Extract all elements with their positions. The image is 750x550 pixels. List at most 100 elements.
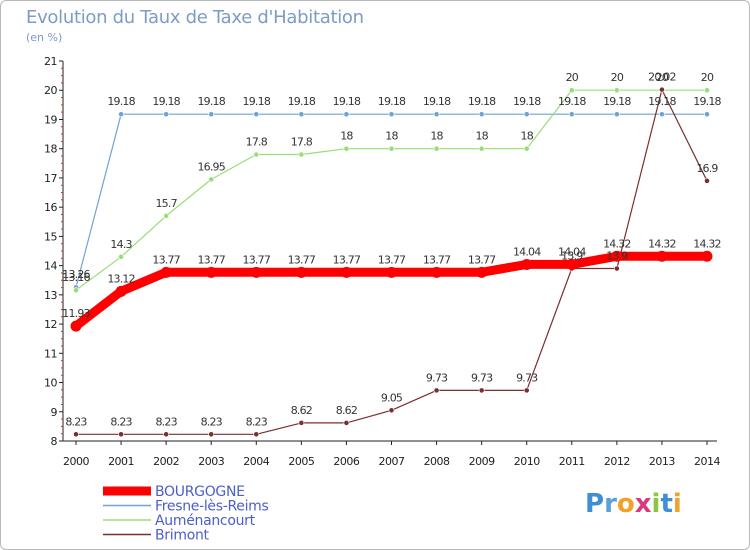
data-point xyxy=(208,111,215,118)
data-point xyxy=(478,145,485,152)
data-point xyxy=(613,265,620,272)
data-label: 9.73 xyxy=(516,371,538,384)
x-tick-label: 2013 xyxy=(649,455,675,468)
data-label: 14.04 xyxy=(558,245,586,258)
data-point xyxy=(160,266,172,278)
x-tick-label: 2001 xyxy=(108,455,134,468)
data-label: 8.62 xyxy=(291,404,312,417)
data-point xyxy=(298,419,305,426)
data-label: 13.77 xyxy=(333,253,361,266)
data-label: 13.77 xyxy=(378,253,406,266)
data-point xyxy=(298,111,305,118)
data-label: 19.18 xyxy=(558,95,586,108)
data-point xyxy=(386,266,397,278)
x-tick-label: 2014 xyxy=(694,455,720,468)
data-point xyxy=(343,111,350,118)
data-point xyxy=(343,419,350,426)
data-point xyxy=(118,111,124,118)
series-line xyxy=(71,251,712,331)
data-label: 19.18 xyxy=(513,95,541,108)
logo-letter: o xyxy=(616,489,635,519)
y-tick-label: 8 xyxy=(51,435,58,448)
data-point xyxy=(163,111,170,118)
data-point xyxy=(295,266,307,278)
data-label: 14.04 xyxy=(513,245,541,258)
data-point xyxy=(704,87,710,94)
y-tick-label: 11 xyxy=(44,347,57,360)
y-tick-label: 16 xyxy=(44,201,57,214)
series-0 xyxy=(70,250,713,332)
data-label: 13.77 xyxy=(468,253,496,266)
data-label: 19.18 xyxy=(107,95,135,108)
data-point xyxy=(659,86,665,93)
data-label: 17.8 xyxy=(291,136,313,149)
x-tick-label: 2007 xyxy=(379,455,405,468)
x-tick-label: 2012 xyxy=(604,455,630,468)
x-tick-label: 2003 xyxy=(198,455,224,468)
data-label: 11.93 xyxy=(62,307,90,320)
data-label: 16.9 xyxy=(696,162,718,175)
data-label: 19.18 xyxy=(648,95,676,108)
data-label: 13.77 xyxy=(288,253,316,266)
data-point xyxy=(340,266,352,278)
x-tick-label: 2002 xyxy=(153,455,179,468)
data-point xyxy=(523,387,530,394)
x-tick-label: 2000 xyxy=(63,455,89,468)
data-label: 19.18 xyxy=(333,95,361,108)
logo-letter: t xyxy=(660,489,673,519)
data-point xyxy=(118,431,124,438)
data-point xyxy=(613,87,620,94)
data-point xyxy=(118,253,124,260)
data-point xyxy=(611,250,623,262)
data-point xyxy=(433,387,440,394)
y-unit-label: (en %) xyxy=(26,31,63,44)
x-tick-label: 2004 xyxy=(243,455,269,468)
data-point xyxy=(208,176,215,183)
series-layer xyxy=(70,86,713,438)
series-1 xyxy=(73,111,710,291)
data-label: 18 xyxy=(430,130,443,143)
y-tick-label: 13 xyxy=(44,289,57,302)
y-tick-label: 18 xyxy=(44,143,57,156)
data-label: 19.18 xyxy=(288,95,316,108)
data-label: 13.26 xyxy=(62,268,90,281)
data-label: 19.18 xyxy=(468,95,496,108)
data-point xyxy=(115,285,127,297)
logo-letter: P xyxy=(585,489,605,519)
data-label: 20 xyxy=(611,71,624,84)
data-point xyxy=(70,320,82,332)
legend: BOURGOGNEFresne-lès-ReimsAuménancourtBri… xyxy=(103,484,269,544)
y-tick-label: 14 xyxy=(44,260,57,273)
y-tick-label: 20 xyxy=(44,84,57,97)
y-tick-label: 17 xyxy=(44,172,57,185)
data-label: 18 xyxy=(340,130,353,143)
data-point xyxy=(659,111,665,118)
data-point xyxy=(73,431,79,438)
data-point xyxy=(253,111,260,118)
data-point xyxy=(704,111,710,118)
data-point xyxy=(523,145,530,152)
data-label: 14.32 xyxy=(648,237,676,250)
data-label: 20 xyxy=(656,71,669,84)
y-tick-label: 10 xyxy=(44,377,57,390)
data-label: 19.18 xyxy=(152,95,180,108)
data-label: 8.23 xyxy=(65,415,87,428)
x-tick-label: 2005 xyxy=(288,455,314,468)
x-tick-label: 2008 xyxy=(424,455,450,468)
data-label: 8.62 xyxy=(336,404,357,417)
y-tick-label: 12 xyxy=(44,318,57,331)
data-label: 13.77 xyxy=(243,253,271,266)
data-point xyxy=(613,111,620,118)
data-point xyxy=(163,431,170,438)
data-label: 19.18 xyxy=(243,95,271,108)
data-label: 9.73 xyxy=(426,371,448,384)
x-tick-label: 2010 xyxy=(514,455,540,468)
data-label: 13.77 xyxy=(152,253,180,266)
data-label: 20 xyxy=(566,71,579,84)
data-point xyxy=(566,258,578,270)
logo-letter: i xyxy=(672,489,682,519)
data-point xyxy=(521,258,533,270)
data-point xyxy=(253,431,260,438)
